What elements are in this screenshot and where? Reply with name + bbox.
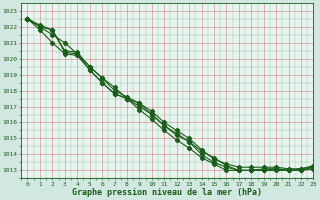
X-axis label: Graphe pression niveau de la mer (hPa): Graphe pression niveau de la mer (hPa)	[72, 188, 262, 197]
